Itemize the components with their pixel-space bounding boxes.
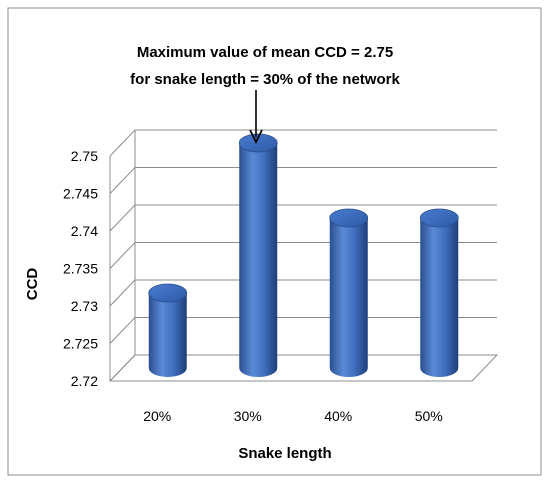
x-tick-label: 20% (143, 408, 171, 424)
gridline-side (109, 167, 136, 194)
y-tick-label: 2.745 (63, 186, 98, 202)
gridline-side (109, 279, 136, 307)
bar-top (148, 283, 188, 303)
bar-body (239, 143, 278, 377)
bar-20pct (148, 283, 188, 377)
bar-30pct (238, 133, 278, 377)
y-tick-label: 2.75 (71, 148, 98, 164)
annotation-line-1: Maximum value of mean CCD = 2.75 (137, 44, 393, 61)
y-axis-title: CCD (24, 268, 41, 301)
y-tick-label: 2.735 (63, 261, 98, 277)
y-tick-label: 2.73 (71, 298, 98, 314)
y-tick-labels: 2.72 2.725 2.73 2.735 2.74 2.745 2.75 (63, 148, 98, 389)
bar-body (329, 218, 368, 377)
gridline-side (109, 317, 136, 344)
gridline-side (109, 204, 136, 232)
gridline-side (109, 129, 136, 157)
annotation-line-2: for snake length = 30% of the network (130, 71, 400, 88)
x-tick-label: 50% (415, 408, 443, 424)
gridline-side (109, 242, 136, 269)
bars (148, 133, 459, 377)
bar-body (148, 293, 187, 377)
x-tick-label: 30% (234, 408, 262, 424)
x-tick-labels: 20% 30% 40% 50% (143, 408, 443, 424)
y-tick-label: 2.74 (71, 223, 98, 239)
x-tick-label: 40% (324, 408, 352, 424)
x-axis-title: Snake length (238, 445, 331, 462)
y-tick-label: 2.725 (63, 336, 98, 352)
bar-body (420, 218, 459, 377)
bar-top (238, 133, 278, 153)
annotation-arrow (249, 90, 263, 145)
y-tick-label: 2.72 (71, 373, 98, 389)
gridline-side (109, 354, 136, 382)
bar-top (419, 208, 459, 228)
bar-50pct (419, 208, 459, 377)
bar-40pct (329, 208, 369, 377)
bar-top (329, 208, 369, 228)
